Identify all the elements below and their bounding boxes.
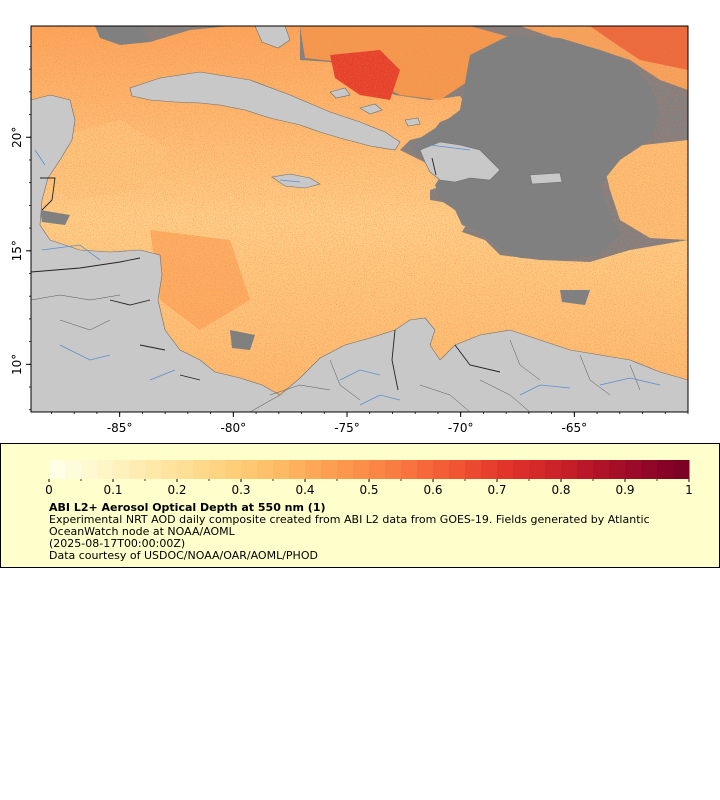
colorbar-cell [321,460,338,479]
colorbar-tick-label: 0.9 [615,483,634,497]
lat-tick-label: 20° [10,127,24,148]
lon-tick-label: -80° [221,421,247,435]
colorbar-cell [49,460,66,479]
colorbar-tick-label: 0.5 [359,483,378,497]
colorbar-tick-label: 0.8 [551,483,570,497]
lon-tick-label: -70° [448,421,474,435]
colorbar-tick-label: 0 [45,483,53,497]
florida-land [254,26,291,49]
country-borders [31,157,501,391]
colorbar-cell [401,460,418,479]
colorbar-cell [305,460,322,479]
colorbar-cell [209,460,226,479]
central-america-land [31,94,301,412]
colorbar-cell [177,460,194,479]
colorbar-cell [97,460,114,479]
colorbar: 0 0.1 0.2 0.3 0.4 0.5 0.6 0.7 0.8 0.9 1 [45,460,693,497]
colorbar-cell [673,460,690,479]
colorbar-cell [625,460,642,479]
bahamas-land [359,103,383,115]
lon-axis: -85° -80° -75° -70° -65° [51,412,689,435]
cuba-land [129,71,401,151]
land [31,26,688,412]
colorbar-cell [497,460,514,479]
colorbar-ticks: 0 0.1 0.2 0.3 0.4 0.5 0.6 0.7 0.8 0.9 1 [45,479,693,497]
colorbar-cell [193,460,210,479]
map-frame [30,25,689,413]
colorbar-tick-label: 1 [685,483,693,497]
colorbar-cell [129,460,146,479]
colorbar-tick-label: 0.1 [103,483,122,497]
lon-tick-label: -65° [562,421,588,435]
colorbar-cell [561,460,578,479]
rivers [34,144,661,406]
legend-title: ABI L2+ Aerosol Optical Depth at 550 nm … [49,501,326,514]
hispaniola-land [419,141,501,183]
colorbar-cell [417,460,434,479]
colorbar-tick-label: 0.2 [167,483,186,497]
legend-summary: Experimental NRT AOD daily composite cre… [49,513,654,538]
lon-tick-label: -75° [334,421,360,435]
legend-credit: Data courtesy of USDOC/NOAA/OAR/AOML/PHO… [49,549,318,562]
colorbar-cell [577,460,594,479]
colorbar-cell [449,460,466,479]
colorbar-tick-label: 0.3 [231,483,250,497]
colorbar-cell [609,460,626,479]
colorbar-cell [657,460,674,479]
colorbar-cell [513,460,530,479]
colorbar-cell [481,460,498,479]
colorbar-cell [593,460,610,479]
lat-tick-label: 15° [10,240,24,261]
lat-axis: 20° 15° 10° [10,46,31,411]
colorbar-cell [81,460,98,479]
lon-tick-label: -85° [107,421,133,435]
colorbar-cell [225,460,242,479]
south-america-land [249,317,688,412]
colorbar-cell [529,460,546,479]
colorbar-cell [145,460,162,479]
colorbar-cell [433,460,450,479]
state-boundaries [31,294,641,412]
colorbar-cell [353,460,370,479]
colorbar-tick-label: 0.6 [423,483,442,497]
colorbar-cell [273,460,290,479]
colorbar-cell [65,460,82,479]
colorbar-tick-label: 0.4 [295,483,314,497]
legend-time: (2025-08-17T00:00:00Z) [49,537,186,550]
legend-panel: 0 0.1 0.2 0.3 0.4 0.5 0.6 0.7 0.8 0.9 1 ABI L2+ Ae… [0,443,720,568]
colorbar-cell [337,460,354,479]
colorbar-cell [465,460,482,479]
colorbar-cell [289,460,306,479]
colorbar-cell [257,460,274,479]
colorbar-cell [385,460,402,479]
colorbar-cell [241,460,258,479]
colorbar-cell [641,460,658,479]
colorbar-cell [161,460,178,479]
colorbar-tick-label: 0.7 [487,483,506,497]
lat-tick-label: 10° [10,354,24,375]
aod-map: -85° -80° -75° -70° -65° 20° 15° 10° [10,25,689,435]
puerto-rico-land [529,172,563,185]
colorbar-cells [49,460,690,479]
colorbar-cell [545,460,562,479]
colorbar-cell [369,460,386,479]
colorbar-cell [113,460,130,479]
jamaica-land [271,173,321,189]
